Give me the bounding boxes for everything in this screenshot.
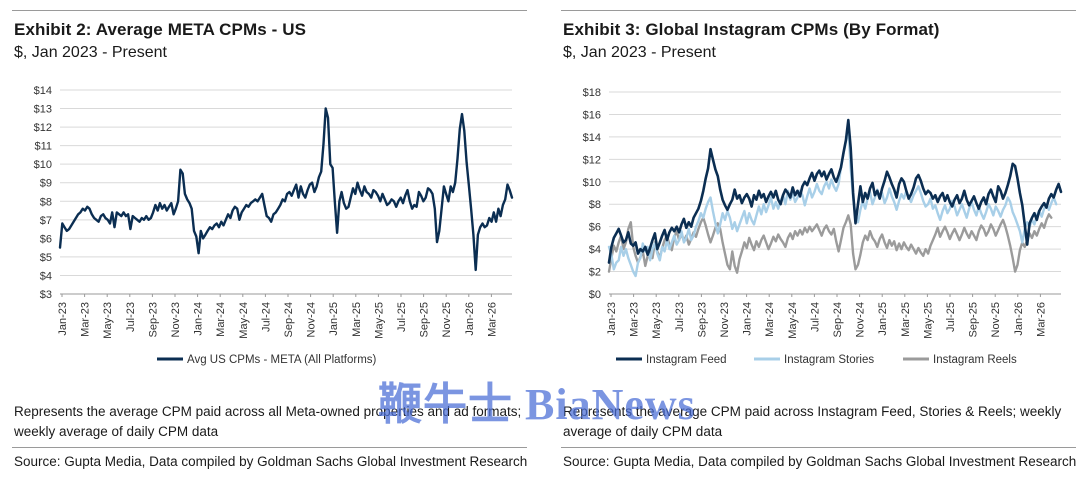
y-axis-labels: $3 $4 $5 $6 $7 $8 $9 $10 $11 $12 $13 $14 [34, 85, 52, 301]
exhibit-note: Represents the average CPM paid across I… [563, 404, 1062, 439]
y-tick-label: $4 [589, 244, 601, 256]
y-tick-label: $2 [589, 267, 601, 279]
x-tick-label: Nov-23 [170, 302, 182, 337]
series-line-instagram-feed [607, 118, 1063, 264]
x-tick-label: Jan-24 [742, 302, 754, 336]
x-tick-label: Jan-25 [328, 302, 340, 336]
x-tick-label: Nov-24 [855, 302, 867, 337]
exhibit-subtitle: $, Jan 2023 - Present [563, 44, 716, 61]
x-tick-label: Mar-23 [80, 302, 92, 337]
x-tick-label: Jul-23 [125, 302, 137, 332]
y-tick-label: $8 [40, 196, 52, 208]
x-tick-label: Sep-25 [419, 302, 431, 337]
y-axis-labels: $0 $2 $4 $6 $8 $10 $12 $14 $16 $18 [583, 87, 601, 301]
top-divider [561, 10, 1076, 11]
y-tick-label: $12 [583, 154, 601, 166]
x-tick-label: May-24 [238, 302, 250, 339]
y-tick-label: $10 [583, 177, 601, 189]
y-tick-label: $4 [40, 270, 52, 282]
exhibit-title: Exhibit 2: Average META CPMs - US [14, 20, 307, 39]
x-tick-label: Mar-24 [215, 302, 227, 337]
x-tick-label: Sep-25 [968, 302, 980, 337]
x-tick-label: Nov-25 [990, 302, 1002, 337]
y-tick-label: $6 [589, 222, 601, 234]
y-tick-label: $8 [589, 199, 601, 211]
x-tick-label: Mar-24 [764, 302, 776, 337]
x-tick-label: Mar-23 [629, 302, 641, 337]
x-tick-label: Jan-25 [877, 302, 889, 336]
x-tick-label: Sep-24 [283, 302, 295, 337]
bottom-divider [12, 447, 527, 448]
y-tick-label: $6 [40, 233, 52, 245]
x-tick-label: May-25 [922, 302, 934, 339]
legend-label: Instagram Feed [646, 354, 727, 366]
x-tick-label: Jan-26 [1013, 302, 1025, 336]
x-tick-label: May-24 [787, 302, 799, 339]
x-tick-label: Jul-25 [945, 302, 957, 332]
exhibit-source: Source: Gupta Media, Data compiled by Go… [563, 454, 1077, 469]
x-tick-label: May-25 [373, 302, 385, 339]
y-tick-label: $13 [34, 104, 52, 116]
chart-legend: Avg US CPMs - META (All Platforms) [157, 354, 377, 366]
chart-legend: Instagram Feed Instagram Stories Instagram… [616, 354, 1017, 366]
exhibit-2-panel: Exhibit 2: Average META CPMs - US $, Jan… [12, 0, 527, 492]
x-axis-labels: Jan-23 Mar-23 May-23 Jul-23 Sep-23 Nov-23 Jan-… [606, 294, 1047, 339]
x-tick-label: Jul-24 [809, 302, 821, 332]
exhibit-3-panel: Exhibit 3: Global Instagram CPMs (By For… [561, 0, 1076, 492]
x-tick-label: Mar-26 [486, 302, 498, 337]
y-tick-label: $9 [40, 178, 52, 190]
x-tick-label: Jul-23 [674, 302, 686, 332]
x-tick-label: Nov-25 [441, 302, 453, 337]
exhibit-title: Exhibit 3: Global Instagram CPMs (By For… [563, 20, 940, 39]
legend-label: Avg US CPMs - META (All Platforms) [187, 354, 377, 366]
x-axis-labels: Jan-23 Mar-23 May-23 Jul-23 Sep-23 Nov-23 Jan-… [57, 294, 498, 339]
x-tick-label: Sep-24 [832, 302, 844, 337]
series-line-instagram-stories [607, 126, 1058, 278]
y-tick-label: $3 [40, 289, 52, 301]
y-tick-label: $11 [34, 141, 52, 153]
exhibit-source: Source: Gupta Media, Data compiled by Go… [14, 454, 528, 469]
legend-label: Instagram Stories [784, 354, 874, 366]
y-tick-label: $14 [34, 85, 52, 97]
x-tick-label: Jan-23 [57, 302, 69, 336]
exhibit-note: Represents the average CPM paid across a… [14, 404, 522, 439]
y-tick-label: $10 [34, 159, 52, 171]
watermark-logo: 鞭牛士 BiaNews [378, 380, 696, 429]
series-line-avg-us-cpms-meta-all-platforms [58, 107, 514, 272]
y-tick-label: $7 [40, 215, 52, 227]
x-tick-label: Jan-26 [464, 302, 476, 336]
y-tick-label: $14 [583, 132, 601, 144]
x-tick-label: Jan-23 [606, 302, 618, 336]
y-tick-label: $5 [40, 252, 52, 264]
y-tick-label: $18 [583, 87, 601, 99]
x-tick-label: Jan-24 [193, 302, 205, 336]
x-tick-label: Jul-25 [396, 302, 408, 332]
y-gridlines [60, 89, 512, 295]
x-tick-label: Sep-23 [696, 302, 708, 337]
bottom-divider [561, 447, 1076, 448]
y-tick-label: $16 [583, 109, 601, 121]
x-tick-label: May-23 [102, 302, 114, 339]
x-tick-label: Mar-25 [351, 302, 363, 337]
x-tick-label: Mar-25 [900, 302, 912, 337]
x-tick-label: Mar-26 [1035, 302, 1047, 337]
exhibit-subtitle: $, Jan 2023 - Present [14, 44, 167, 61]
legend-label: Instagram Reels [933, 354, 1017, 366]
x-tick-label: Sep-23 [147, 302, 159, 337]
meta-cpm-line-chart: $3 $4 $5 $6 $7 $8 $9 $10 $11 $12 $13 $14 Jan-23 Mar-2… [34, 85, 514, 366]
x-tick-label: Nov-23 [719, 302, 731, 337]
x-tick-label: May-23 [651, 302, 663, 339]
y-tick-label: $0 [589, 289, 601, 301]
y-tick-label: $12 [34, 122, 52, 134]
instagram-cpm-line-chart: $0 $2 $4 $6 $8 $10 $12 $14 $16 $18 Jan-23 Mar-23 May… [583, 87, 1063, 366]
x-tick-label: Jul-24 [260, 302, 272, 332]
top-divider [12, 10, 527, 11]
y-gridlines [609, 91, 1061, 295]
x-tick-label: Nov-24 [306, 302, 318, 337]
